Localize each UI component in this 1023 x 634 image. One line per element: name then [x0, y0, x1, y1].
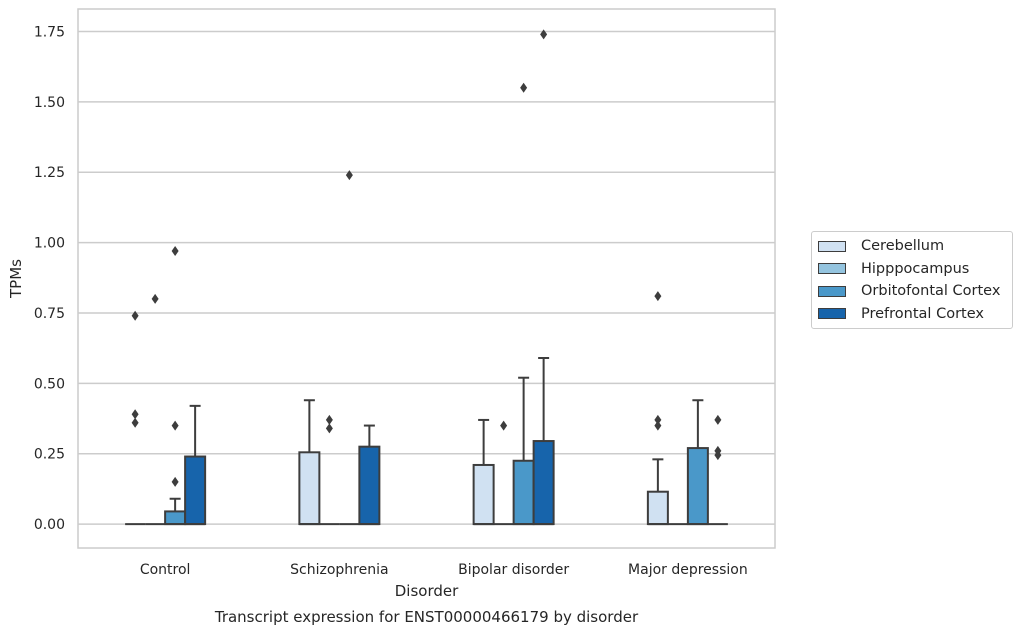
y-tick-label: 0.75 [34, 306, 65, 322]
x-tick-label: Schizophrenia [290, 562, 388, 578]
outlier-point [325, 423, 333, 434]
boxes [125, 29, 728, 526]
y-tick-label: 1.50 [34, 95, 65, 111]
box-group [339, 170, 360, 526]
y-tick-label: 1.25 [34, 165, 65, 181]
legend-swatch [818, 285, 846, 297]
box-group [707, 414, 728, 526]
x-axis-label: Disorder [395, 582, 459, 600]
outlier-point [540, 29, 548, 40]
y-tick-label: 0.00 [34, 517, 65, 533]
legend: Cerebellum Hipppocampus Orbitofontal Cor… [811, 231, 1013, 329]
box-group [686, 399, 709, 526]
outlier-point [654, 420, 662, 431]
box [532, 440, 555, 526]
gridlines [78, 30, 775, 525]
outlier-point [131, 310, 139, 321]
legend-swatch [818, 263, 846, 275]
box [646, 490, 669, 526]
legend-label: Orbitofontal Cortex [861, 283, 1001, 300]
legend-item: Prefrontal Cortex [812, 303, 1012, 326]
legend-item: Hipppocampus [812, 258, 1012, 281]
legend-item: Cerebellum [812, 235, 1012, 258]
x-tick-label: Control [140, 562, 191, 578]
outlier-point [520, 82, 528, 93]
outlier-point [654, 291, 662, 302]
y-tick-label: 0.25 [34, 447, 65, 463]
box [472, 463, 495, 526]
legend-label: Cerebellum [861, 238, 945, 255]
box [512, 459, 535, 526]
box-group [145, 293, 166, 526]
legend-item: Orbitofontal Cortex [812, 280, 1012, 303]
outlier-point [171, 246, 179, 257]
y-tick-label: 1.00 [34, 236, 65, 252]
y-axis-label: TPMs [7, 259, 25, 299]
outlier-point [714, 414, 722, 425]
plot-area [77, 8, 776, 549]
legend-swatch [818, 308, 846, 320]
outlier-point [151, 293, 159, 304]
box-group [184, 404, 207, 526]
y-tick-labels: 0.00 0.25 0.50 0.75 1.00 1.25 1.50 1.75 [34, 25, 65, 534]
box [184, 455, 207, 526]
legend-label: Hipppocampus [861, 260, 970, 277]
x-tick-label: Major depression [628, 562, 748, 578]
box-group [512, 82, 535, 526]
x-tick-label: Bipolar disorder [458, 562, 569, 578]
outlier-point [654, 414, 662, 425]
outlier-point [500, 420, 508, 431]
outlier-point [131, 417, 139, 428]
box-group [164, 246, 187, 526]
outlier-point [171, 420, 179, 431]
box-group [646, 291, 669, 526]
outlier-point [345, 170, 353, 181]
box-group [358, 424, 381, 526]
box-group [472, 418, 495, 526]
outlier-point [325, 414, 333, 425]
chart-title: Transcript expression for ENST0000046617… [214, 608, 639, 626]
box [164, 510, 187, 526]
box-group [319, 414, 340, 526]
box-group [125, 310, 146, 526]
box [358, 445, 381, 526]
legend-label: Prefrontal Cortex [861, 305, 984, 322]
outlier-point [171, 476, 179, 487]
outlier-point [131, 409, 139, 420]
box-group [493, 420, 514, 526]
y-tick-label: 0.50 [34, 376, 65, 392]
box [686, 447, 709, 526]
box [298, 451, 321, 526]
y-tick-label: 1.75 [34, 25, 65, 41]
x-tick-labels: Control Schizophrenia Bipolar disorder Majo… [140, 562, 748, 578]
outlier-point [714, 450, 722, 461]
legend-swatch [818, 240, 846, 252]
box-group [298, 399, 321, 526]
box-group [532, 29, 555, 526]
